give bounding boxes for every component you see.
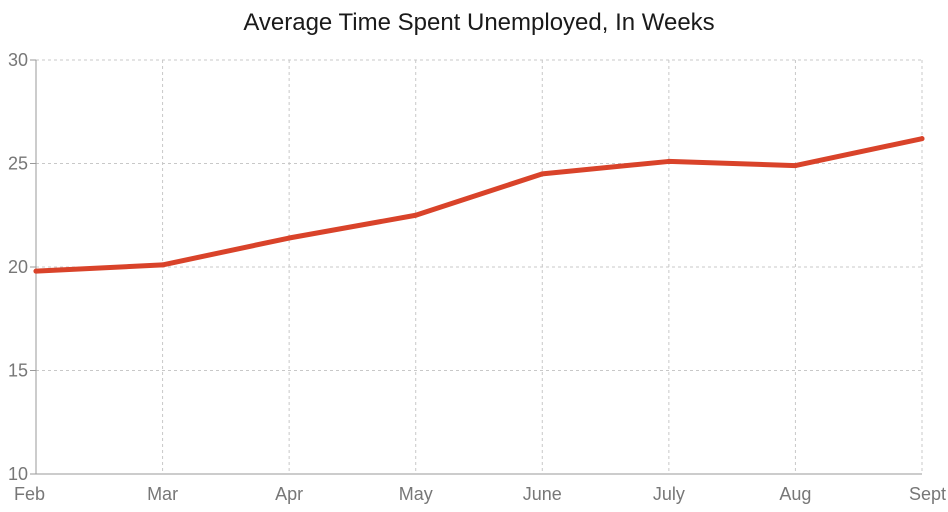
series-line — [33, 136, 925, 274]
x-tick-label: June — [523, 484, 562, 504]
x-tick-label: Feb — [14, 484, 45, 504]
data-point — [160, 262, 166, 268]
x-tick-label: Mar — [147, 484, 178, 504]
y-tick-label: 30 — [8, 50, 28, 70]
y-tick-label: 15 — [8, 361, 28, 381]
y-tick-label: 25 — [8, 154, 28, 174]
y-axis-ticks: 10 15 20 25 30 — [8, 50, 36, 484]
data-point — [413, 212, 419, 218]
y-tick-label: 20 — [8, 257, 28, 277]
series-layer — [33, 136, 925, 274]
x-tick-label: May — [399, 484, 433, 504]
data-point — [539, 171, 545, 177]
gridlines — [36, 59, 923, 474]
data-point — [286, 235, 292, 241]
x-tick-label: July — [653, 484, 685, 504]
y-tick-label: 10 — [8, 464, 28, 484]
x-tick-label: Apr — [275, 484, 303, 504]
data-point — [792, 163, 798, 169]
data-point — [33, 268, 39, 274]
data-point — [666, 158, 672, 164]
x-tick-label: Sept — [909, 484, 946, 504]
chart-title: Average Time Spent Unemployed, In Weeks — [243, 9, 714, 36]
x-axis-ticks: Feb Mar Apr May June July Aug Sept — [14, 484, 946, 504]
x-tick-label: Aug — [779, 484, 811, 504]
data-point — [919, 136, 925, 142]
